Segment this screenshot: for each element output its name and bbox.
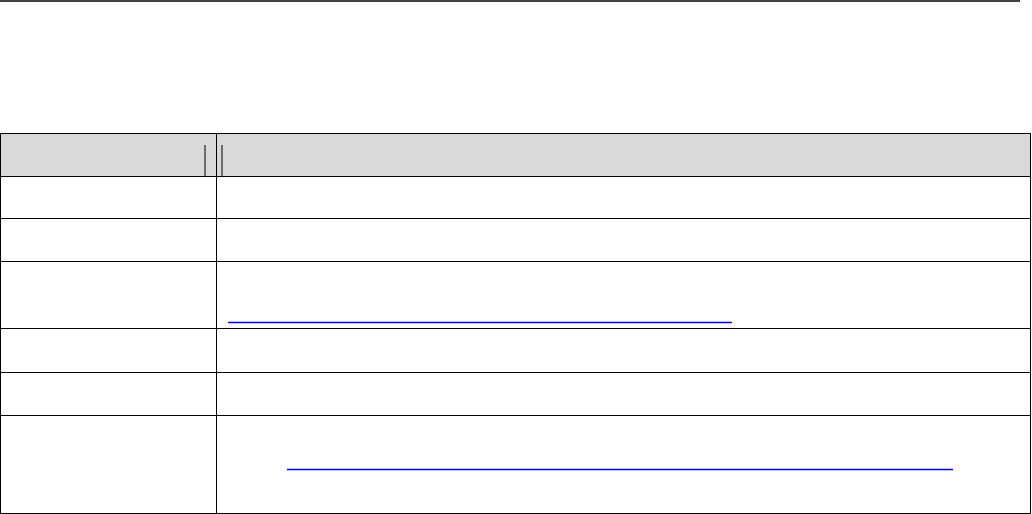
table-header (0, 133, 1031, 177)
